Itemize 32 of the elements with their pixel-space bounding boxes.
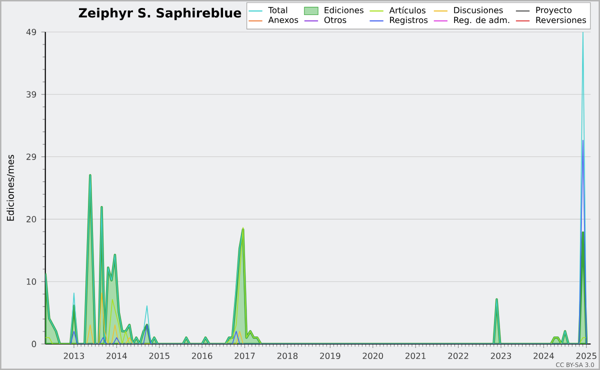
x-tick-label: 2020	[362, 352, 383, 360]
y-tick-label: 10	[26, 278, 36, 285]
legend-label: Proyecto	[536, 6, 572, 15]
y-tick-label: 29	[26, 154, 36, 160]
x-tick-label: 2016	[192, 352, 212, 360]
legend-label: Anexos	[268, 16, 298, 24]
y-tick-label: 49	[26, 28, 36, 36]
legend-label: Reg. de adm.	[454, 16, 510, 25]
legend-label: Discusiones	[454, 6, 503, 14]
x-tick-label: 2018	[277, 352, 298, 360]
legend-label: Otros	[324, 16, 346, 24]
x-tick-label: 2017	[234, 352, 255, 360]
x-tick-label: 2025	[576, 352, 596, 360]
x-tick-label: 2023	[490, 352, 512, 360]
legend-label: Registros	[390, 16, 428, 25]
y-axis-title: Ediciones/mes	[6, 154, 15, 221]
x-tick-label: 2014	[106, 352, 127, 360]
x-tick-label: 2024	[534, 352, 554, 360]
legend-label: Total	[268, 6, 288, 14]
y-tick-label: 20	[26, 216, 36, 222]
x-tick-label: 2022	[448, 352, 468, 360]
legend-label: Artículos	[389, 6, 426, 14]
y-tick-label: 39	[26, 91, 36, 98]
legend-label: Ediciones	[324, 6, 364, 14]
legend-label: Reversiones	[536, 16, 586, 24]
x-tick-label: 2015	[149, 352, 170, 360]
chart-title: Zeiphyr S. Saphireblue	[78, 8, 242, 20]
y-tick-label: 0	[32, 340, 36, 348]
x-tick-label: 2013	[64, 352, 84, 360]
x-tick-label: 2021	[405, 352, 426, 360]
x-tick-label: 2019	[320, 352, 340, 360]
line-series	[70, 140, 587, 344]
